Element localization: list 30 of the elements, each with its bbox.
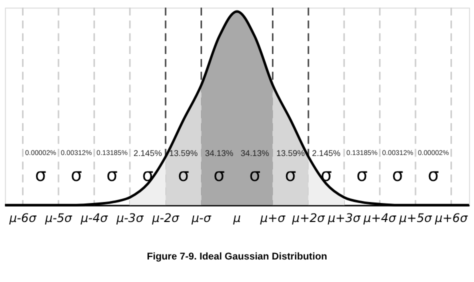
annotation: σ bbox=[106, 166, 118, 186]
x-tick-label: μ+3σ bbox=[326, 210, 361, 225]
annotation: σ bbox=[178, 166, 190, 186]
x-tick-label: μ-4σ bbox=[80, 210, 108, 225]
annotation: σ bbox=[356, 166, 368, 186]
annotation: σ bbox=[249, 166, 260, 186]
x-tick-label: μ-2σ bbox=[151, 210, 180, 225]
x-tick-label: μ-6σ bbox=[8, 210, 37, 225]
annotation: σ bbox=[284, 166, 296, 186]
annotation: σ bbox=[35, 166, 46, 186]
x-tick-label: μ+4σ bbox=[362, 210, 397, 225]
annotation: 2.145% bbox=[134, 148, 162, 158]
x-tick-label: μ+2σ bbox=[291, 210, 326, 225]
annotation: 13.59% bbox=[276, 148, 306, 158]
annotation: σ bbox=[214, 166, 225, 186]
annotation: 13.59% bbox=[169, 148, 198, 158]
x-tick-label: μ+5σ bbox=[398, 210, 432, 225]
text: Figure 7-9. Ideal Gaussian Distribution bbox=[146, 251, 328, 262]
annotation: 34.13% bbox=[204, 148, 234, 158]
x-tick-label: μ bbox=[232, 210, 242, 225]
x-tick-label: μ-3σ bbox=[115, 210, 144, 225]
annotation: 34.13% bbox=[240, 148, 270, 158]
x-tick-label: μ-σ bbox=[190, 210, 212, 225]
x-tick-label: μ+σ bbox=[259, 210, 286, 225]
annotation: σ bbox=[392, 166, 404, 186]
annotation: 2.145% bbox=[312, 148, 342, 158]
x-tick-label: μ-5σ bbox=[44, 210, 72, 225]
x-tick-label: μ+6σ bbox=[434, 210, 468, 225]
annotation: σ bbox=[428, 166, 439, 186]
annotation: σ bbox=[70, 166, 82, 186]
